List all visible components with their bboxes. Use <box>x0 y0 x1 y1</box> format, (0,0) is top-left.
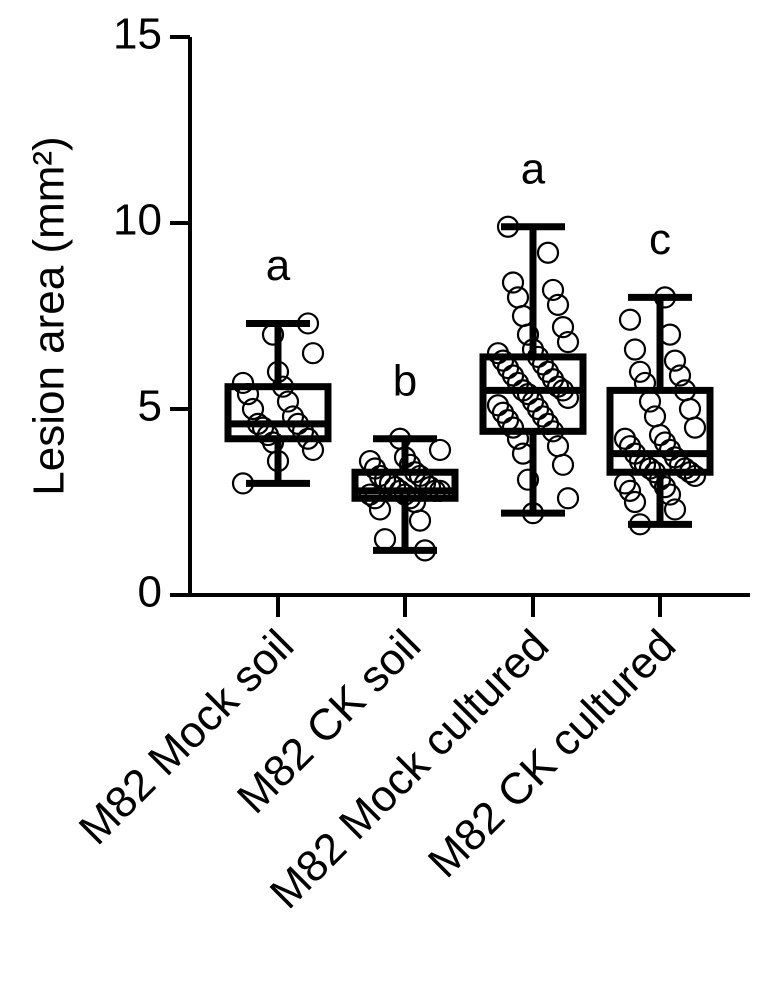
data-point <box>261 323 285 346</box>
data-point <box>296 312 320 335</box>
data-point <box>358 449 382 473</box>
data-point <box>236 383 260 406</box>
data-point <box>663 349 687 372</box>
data-point <box>486 394 510 417</box>
data-point <box>623 490 647 514</box>
data-point <box>271 375 295 398</box>
data-point <box>241 397 265 421</box>
y-tick-label: 5 <box>138 382 162 431</box>
data-point <box>251 416 275 439</box>
data-point <box>358 483 382 506</box>
data-point <box>301 342 325 365</box>
data-point <box>496 215 520 238</box>
data-point <box>388 427 412 450</box>
data-point <box>628 360 652 383</box>
data-point <box>511 442 535 465</box>
data-point <box>301 438 325 462</box>
data-point <box>653 286 677 309</box>
data-point <box>281 405 305 428</box>
data-point <box>266 360 290 383</box>
data-point <box>368 498 392 521</box>
data-point <box>668 364 692 387</box>
significance-letter: a <box>266 241 291 290</box>
data-point <box>551 453 575 476</box>
data-point <box>613 472 637 495</box>
data-point <box>643 405 667 428</box>
significance-letter: c <box>649 215 671 264</box>
data-point <box>633 371 657 395</box>
y-tick-label: 10 <box>113 196 162 245</box>
data-point <box>246 412 270 435</box>
y-tick-label: 0 <box>138 568 162 617</box>
data-point <box>546 293 570 316</box>
data-point <box>546 435 570 458</box>
data-point <box>678 397 702 421</box>
data-point <box>363 487 387 510</box>
data-point <box>521 338 545 361</box>
data-point <box>556 330 580 354</box>
data-point <box>541 278 565 302</box>
data-point <box>628 513 652 536</box>
data-point <box>536 241 560 264</box>
y-axis-label: Lesion area (mm²) <box>25 136 74 495</box>
data-point <box>276 390 300 413</box>
data-point <box>658 323 682 346</box>
box <box>479 353 587 435</box>
data-point <box>408 509 432 532</box>
data-point <box>623 338 647 361</box>
data-point <box>683 416 707 439</box>
data-point <box>373 528 397 551</box>
data-point <box>613 427 637 450</box>
data-point <box>556 487 580 510</box>
data-point <box>516 468 540 491</box>
significance-letter: a <box>521 144 546 193</box>
significance-letter: b <box>393 356 417 405</box>
data-point <box>663 498 687 521</box>
x-tick-label: M82 Mock soil <box>70 621 303 854</box>
data-point <box>231 472 255 495</box>
data-point <box>486 342 510 365</box>
y-tick-label: 15 <box>113 10 162 59</box>
data-point <box>673 379 697 402</box>
data-point <box>506 286 530 309</box>
data-point <box>551 316 575 339</box>
data-point <box>618 308 642 331</box>
data-point <box>521 502 545 525</box>
data-point <box>413 539 437 562</box>
data-point <box>501 271 525 294</box>
data-point <box>231 371 255 395</box>
data-point <box>428 438 452 462</box>
data-point <box>506 427 530 450</box>
